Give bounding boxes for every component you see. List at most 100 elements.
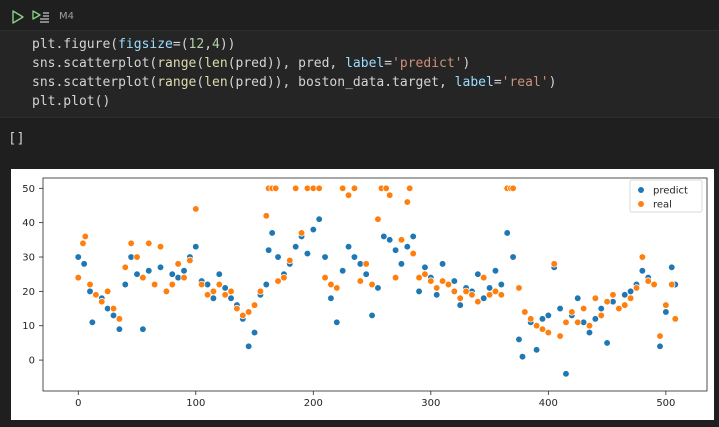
data-point-real: [209, 287, 218, 296]
data-point-real: [644, 277, 652, 285]
data-point-predict: [292, 243, 300, 251]
data-point-real: [415, 273, 423, 282]
data-point-predict: [321, 253, 329, 261]
x-tick-label: 100: [186, 398, 205, 409]
data-point-real: [121, 263, 129, 271]
data-point-real: [245, 308, 253, 316]
data-point-real: [474, 298, 482, 306]
data-point-real: [203, 291, 212, 299]
data-point-real: [597, 311, 605, 320]
data-point-predict: [133, 270, 141, 278]
code-token: ): [548, 75, 557, 90]
data-point-real: [344, 191, 353, 199]
data-point-predict: [626, 287, 635, 296]
x-tick-label: 200: [304, 398, 323, 409]
data-point-predict: [156, 263, 165, 271]
data-point-predict: [386, 236, 394, 244]
data-point-predict: [574, 294, 582, 302]
data-point-real: [621, 301, 629, 309]
data-point-real: [450, 287, 458, 296]
run-by-line-icon[interactable]: [32, 10, 50, 24]
data-point-predict: [438, 260, 447, 268]
code-token: =(: [172, 37, 189, 52]
data-point-real: [632, 284, 641, 292]
data-point-predict: [380, 232, 388, 241]
code-token: len: [204, 75, 228, 90]
data-point-real: [574, 318, 582, 326]
data-point-real: [368, 280, 376, 289]
data-point-real: [515, 284, 523, 292]
data-point-real: [650, 280, 658, 289]
data-point-real: [550, 260, 558, 268]
data-point-predict: [315, 215, 323, 223]
code-line: sns.scatterplot(range(len(pred)), boston…: [32, 73, 556, 92]
data-point-predict: [327, 294, 335, 302]
data-point-real: [626, 294, 635, 302]
data-point-real: [538, 325, 547, 333]
data-point-predict: [262, 280, 270, 289]
data-point-real: [532, 322, 541, 330]
code-token: sns.scatterplot(: [32, 56, 158, 71]
run-cell-icon[interactable]: [11, 10, 25, 24]
data-point-real: [438, 277, 447, 285]
x-tick-label: 0: [75, 398, 81, 409]
code-token: (: [196, 56, 205, 71]
data-point-real: [215, 280, 223, 289]
code-token: (: [196, 75, 205, 90]
data-point-predict: [168, 270, 176, 278]
data-point-predict: [180, 267, 188, 275]
legend-label-predict: predict: [653, 186, 688, 197]
code-editor[interactable]: plt.figure(figsize=(12,4)) sns.scatterplo…: [0, 30, 719, 118]
data-point-real: [638, 253, 647, 261]
data-point-real: [256, 287, 265, 296]
code-token: sns.scatterplot(: [32, 75, 158, 90]
data-point-predict: [480, 294, 488, 302]
code-line: plt.figure(figsize=(12,4)): [32, 35, 236, 54]
code-token: label: [454, 75, 494, 90]
data-point-real: [656, 332, 664, 340]
data-point-real: [409, 249, 417, 258]
data-point-real: [192, 205, 200, 213]
code-token: ): [462, 56, 471, 71]
data-point-real: [286, 256, 294, 265]
data-point-real: [521, 308, 529, 316]
data-point-predict: [638, 267, 647, 275]
data-point-predict: [221, 284, 229, 292]
data-point-real: [397, 236, 406, 244]
data-point-predict: [209, 294, 218, 302]
x-tick-label: 400: [539, 398, 558, 409]
data-point-real: [174, 260, 182, 268]
data-point-real: [321, 273, 329, 282]
data-point-predict: [450, 277, 458, 285]
data-point-predict: [603, 339, 611, 347]
data-point-predict: [668, 263, 676, 271]
data-point-real: [92, 291, 100, 299]
data-point-predict: [374, 284, 382, 292]
scatter-plot: 0 100 200 300 400 500 0 10 20 30 40 50 predict real: [22, 177, 708, 409]
data-point-predict: [491, 267, 500, 275]
data-point-predict: [591, 315, 600, 323]
data-point-predict: [415, 287, 423, 296]
data-point-predict: [86, 287, 94, 296]
plot-frame: [42, 177, 708, 392]
data-point-predict: [145, 267, 153, 275]
data-point-real: [374, 215, 382, 223]
data-point-real: [86, 280, 94, 289]
data-point-real: [186, 256, 194, 265]
data-point-predict: [333, 318, 341, 326]
data-point-real: [562, 318, 570, 326]
data-point-predict: [556, 304, 564, 313]
data-point-predict: [532, 346, 541, 354]
data-point-predict: [509, 253, 517, 261]
data-point-real: [150, 280, 159, 289]
data-point-real: [444, 280, 453, 289]
data-point-predict: [88, 318, 97, 326]
data-point-real: [74, 273, 82, 282]
data-point-real: [527, 315, 535, 323]
data-point-real: [333, 284, 341, 292]
data-point-real: [615, 304, 623, 313]
x-tick-label: 300: [421, 398, 440, 409]
cell-language-label: M4: [59, 11, 74, 22]
data-point-predict: [421, 263, 429, 271]
code-token: figsize: [118, 37, 173, 52]
